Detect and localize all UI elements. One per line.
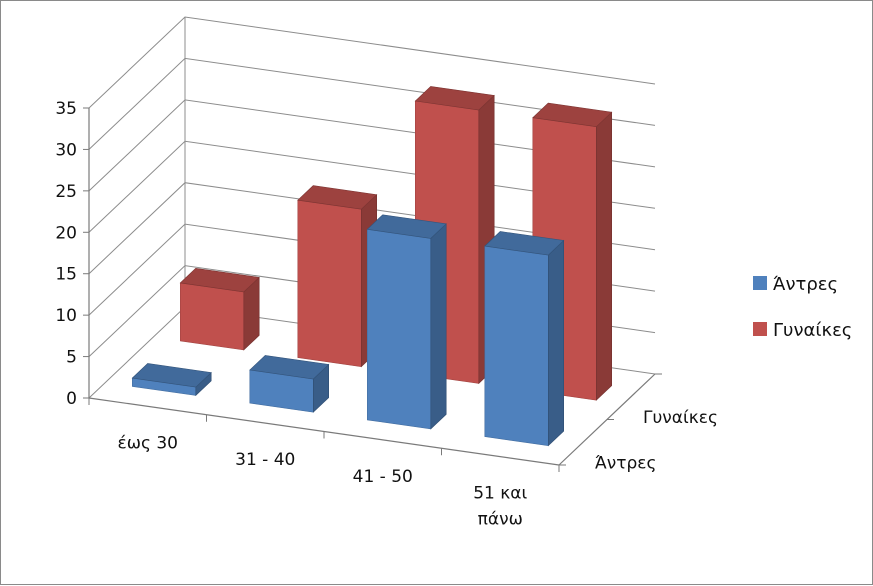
bar-front-face <box>366 228 432 430</box>
bar <box>366 214 447 430</box>
bar-front-face <box>297 199 362 368</box>
axis-labels: 0 5 10 15 20 25 30 35 έως 30 31 - 40 41 - 50 51 και… <box>55 99 718 530</box>
bar <box>249 355 330 413</box>
bar <box>131 363 212 397</box>
bar-top-face <box>297 185 378 210</box>
bar <box>179 267 260 351</box>
legend-label: Γυναίκες <box>773 320 852 341</box>
bar-side-face <box>595 111 613 401</box>
legend-label: Άντρες <box>773 274 838 295</box>
x-tick-label: 51 και πάνω <box>473 484 527 530</box>
x-tick-label: έως 30 <box>118 433 178 453</box>
bar-top-face <box>249 355 330 380</box>
y-tick-label: 35 <box>55 99 77 119</box>
bar-front-face <box>180 282 245 351</box>
y-tick-label: 20 <box>55 223 77 243</box>
bars <box>131 86 613 447</box>
bar-top-face <box>131 363 212 388</box>
x-tick-label: 31 - 40 <box>235 450 295 470</box>
bar-side-face <box>547 239 565 447</box>
axes <box>83 107 662 472</box>
y-tick-label: 25 <box>55 182 77 202</box>
y-tick-label: 10 <box>55 306 77 326</box>
y-tick-label: 5 <box>66 348 77 368</box>
gridlines <box>88 16 656 399</box>
gridline <box>88 16 656 109</box>
depth-label: Άντρες <box>595 453 656 473</box>
bar <box>297 185 378 368</box>
bar-front-face <box>484 245 549 447</box>
y-tick-label: 30 <box>55 140 77 160</box>
bar-top-face <box>532 102 613 128</box>
bar-top-face <box>484 231 565 256</box>
x-tick-label: 41 - 50 <box>353 467 413 487</box>
legend-swatch <box>753 322 767 336</box>
y-tick-label: 0 <box>66 389 77 409</box>
y-tick-label: 15 <box>55 265 77 285</box>
bar-top-face <box>366 214 447 239</box>
legend: Άντρες Γυναίκες <box>753 274 852 341</box>
bar-top-face <box>414 86 495 111</box>
bar-top-face <box>179 267 260 293</box>
legend-swatch <box>753 276 767 290</box>
bar-side-face <box>430 223 447 430</box>
bar <box>484 231 565 447</box>
depth-label: Γυναίκες <box>643 408 718 428</box>
